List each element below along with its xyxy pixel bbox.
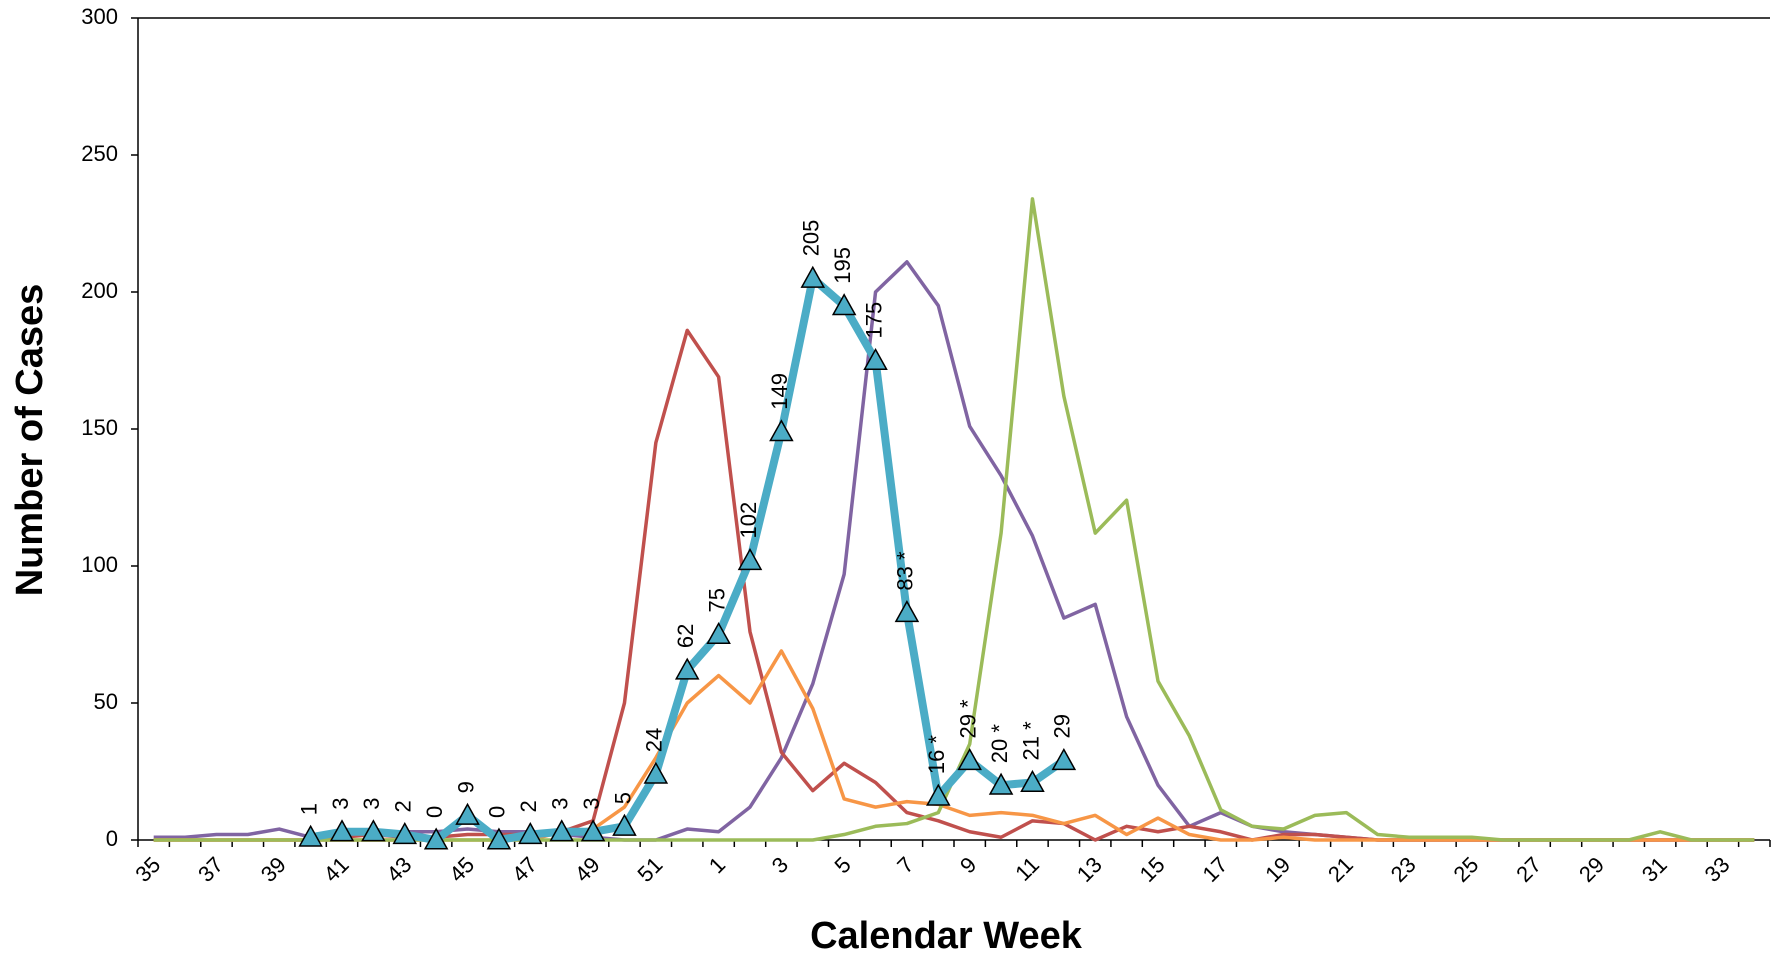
data-label: 21 * — [1018, 721, 1043, 761]
data-label: 3 — [359, 798, 384, 810]
x-tick-label: 21 — [1323, 852, 1358, 887]
data-label: 29 * — [956, 699, 981, 739]
y-tick-label: 50 — [94, 689, 118, 714]
triangle-marker — [549, 819, 574, 842]
x-tick-label: 47 — [507, 852, 542, 887]
data-label: 2 — [516, 800, 541, 812]
series-line — [153, 260, 1755, 842]
x-tick-label: 23 — [1386, 852, 1421, 887]
x-tick-label: 39 — [256, 852, 291, 887]
triangle-marker — [423, 827, 449, 850]
x-tick-label: 19 — [1260, 852, 1295, 887]
x-tick-label: 3 — [767, 852, 793, 878]
data-label: 5 — [610, 792, 635, 804]
data-label: 175 — [861, 302, 886, 339]
triangle-marker — [612, 813, 637, 836]
y-axis-title: Number of Cases — [9, 284, 51, 597]
triangle-marker — [455, 802, 480, 825]
x-tick-label: 9 — [955, 852, 981, 878]
triangle-marker — [863, 347, 888, 371]
data-label: 3 — [328, 798, 353, 810]
data-label: 195 — [830, 247, 855, 284]
triangle-marker — [831, 293, 857, 316]
data-label: 75 — [704, 588, 729, 612]
data-label: 2 — [391, 800, 416, 812]
x-tick-label: 7 — [892, 852, 918, 878]
x-tick-label: 5 — [829, 852, 855, 878]
triangle-marker — [1020, 769, 1045, 793]
triangle-marker — [298, 824, 323, 847]
x-tick-label: 41 — [319, 852, 354, 887]
series-line — [153, 328, 1755, 842]
x-tick-label: 45 — [444, 852, 479, 887]
triangle-marker — [926, 783, 951, 806]
triangle-marker — [800, 265, 826, 288]
y-tick-label: 0 — [106, 826, 118, 851]
y-tick-label: 250 — [81, 141, 118, 166]
triangle-marker — [518, 821, 543, 845]
series-line — [153, 197, 1755, 842]
data-label: 205 — [799, 220, 824, 257]
triangle-marker — [894, 600, 920, 623]
x-tick-label: 29 — [1574, 852, 1609, 887]
data-label: 0 — [485, 806, 510, 818]
series-line — [309, 274, 1067, 844]
triangle-marker — [706, 621, 731, 645]
data-label: 1 — [296, 803, 321, 815]
triangle-marker — [361, 819, 386, 842]
triangle-marker — [769, 419, 794, 442]
data-label: 0 — [422, 806, 447, 818]
x-tick-label: 37 — [193, 852, 228, 887]
x-tick-label: 35 — [130, 852, 165, 887]
triangle-marker — [486, 827, 512, 850]
data-label: 9 — [453, 781, 478, 793]
x-tick-label: 33 — [1700, 852, 1735, 887]
data-label: 3 — [548, 798, 573, 810]
triangle-marker — [643, 761, 669, 784]
x-tick-label: 17 — [1197, 852, 1232, 887]
data-label: 16 * — [924, 735, 949, 775]
x-tick-label: 1 — [704, 852, 730, 878]
x-tick-label: 15 — [1135, 852, 1170, 887]
x-axis-title: Calendar Week — [810, 915, 1083, 957]
triangle-marker — [1051, 747, 1077, 771]
y-tick-label: 200 — [81, 278, 118, 303]
triangle-marker — [957, 747, 982, 771]
y-tick-label: 300 — [81, 4, 118, 29]
triangle-marker — [329, 819, 355, 842]
x-tick-label: 27 — [1511, 852, 1546, 887]
x-tick-label: 25 — [1449, 852, 1484, 887]
data-label: 20 * — [987, 724, 1012, 764]
triangle-marker — [988, 772, 1014, 795]
x-tick-label: 51 — [633, 852, 668, 887]
x-tick-label: 11 — [1010, 852, 1044, 886]
y-tick-label: 100 — [81, 552, 118, 577]
triangle-marker — [737, 547, 763, 571]
triangle-marker — [674, 657, 700, 680]
x-tick-label: 31 — [1637, 852, 1672, 887]
data-label: 24 — [642, 728, 667, 752]
x-tick-label: 49 — [570, 852, 605, 887]
triangle-marker — [392, 821, 418, 845]
x-tick-label: 13 — [1072, 852, 1107, 887]
data-label: 149 — [767, 373, 792, 410]
data-label: 83 * — [893, 551, 918, 591]
data-label: 29 — [1050, 714, 1075, 738]
x-tick-label: 43 — [381, 852, 416, 887]
data-label: 62 — [673, 624, 698, 648]
data-label: 3 — [579, 798, 604, 810]
triangle-marker — [580, 819, 606, 842]
y-tick-label: 150 — [81, 415, 118, 440]
data-label: 102 — [736, 502, 761, 539]
